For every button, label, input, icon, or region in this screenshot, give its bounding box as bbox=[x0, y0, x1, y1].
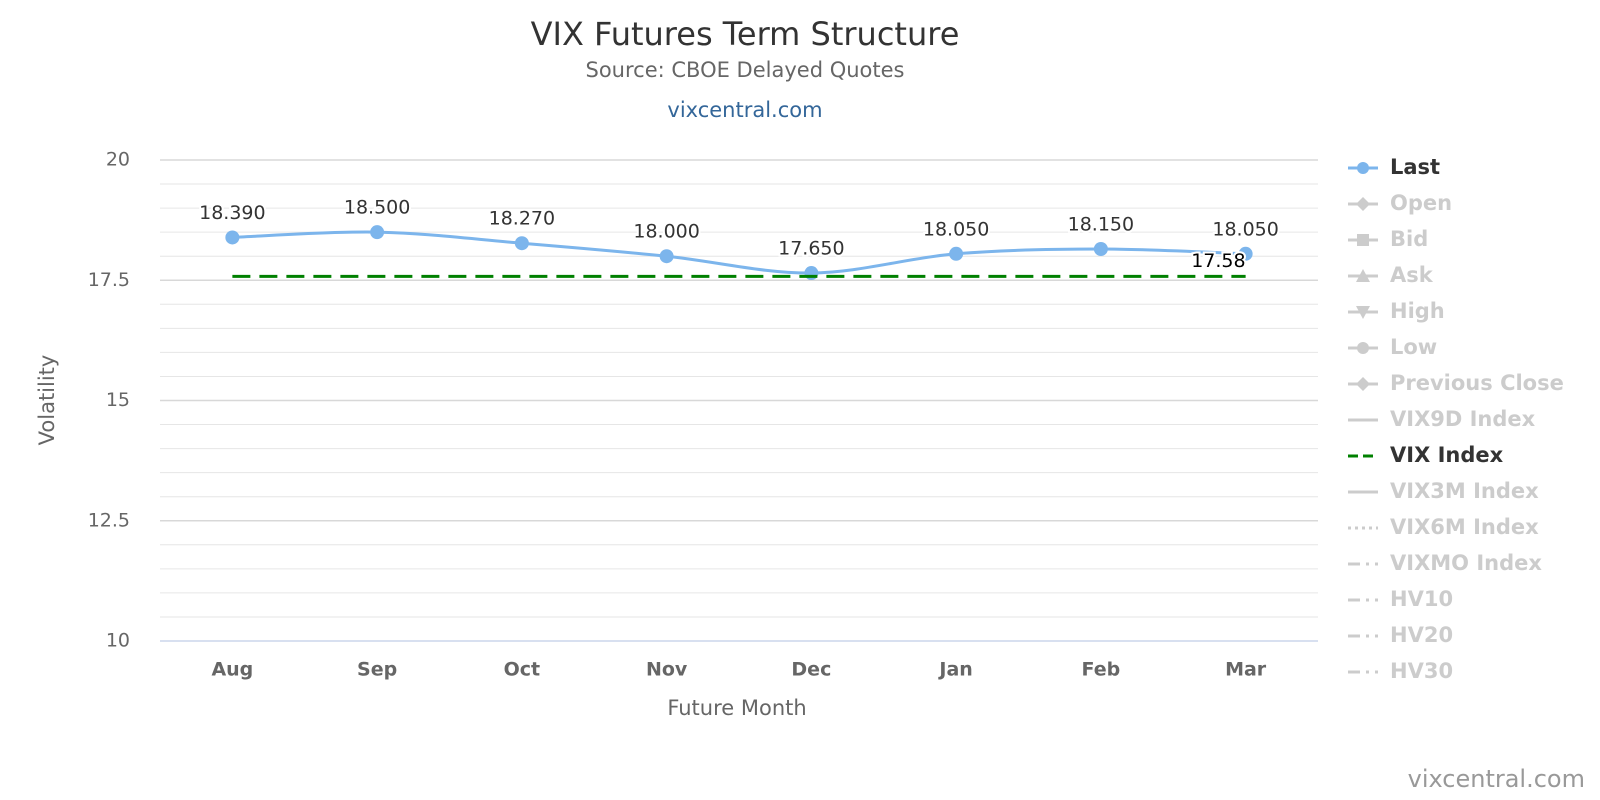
y-tick-label: 15 bbox=[106, 389, 130, 411]
legend-item[interactable]: HV20 bbox=[1348, 623, 1453, 647]
legend-symbol bbox=[1357, 342, 1369, 354]
x-tick-label: Dec bbox=[791, 659, 831, 681]
x-tick-label: Feb bbox=[1082, 659, 1121, 681]
data-point bbox=[1238, 246, 1253, 261]
legend-item[interactable]: VIXMO Index bbox=[1348, 551, 1542, 575]
legend-label: Previous Close bbox=[1390, 371, 1564, 395]
data-point bbox=[225, 230, 240, 245]
x-tick-label: Jan bbox=[937, 659, 972, 681]
data-point bbox=[949, 246, 964, 261]
legend-label: Bid bbox=[1390, 227, 1428, 251]
legend-item[interactable]: High bbox=[1348, 299, 1445, 323]
legend-label: Low bbox=[1390, 335, 1437, 359]
x-tick-label: Sep bbox=[357, 659, 397, 681]
data-label: 17.58 bbox=[1191, 250, 1245, 272]
legend-label: VIX9D Index bbox=[1390, 407, 1536, 431]
legend-label: HV30 bbox=[1390, 659, 1453, 683]
data-point bbox=[1093, 241, 1108, 256]
x-tick-label: Mar bbox=[1225, 659, 1267, 681]
data-point bbox=[659, 249, 674, 264]
legend-symbol bbox=[1356, 377, 1370, 391]
data-point bbox=[370, 225, 385, 240]
x-tick-label: Oct bbox=[504, 659, 541, 681]
data-point bbox=[804, 266, 819, 281]
legend-label: HV20 bbox=[1390, 623, 1453, 647]
series-line bbox=[232, 230, 1246, 275]
source-link[interactable]: vixcentral.com bbox=[667, 98, 822, 122]
legend-symbol bbox=[1357, 234, 1369, 246]
legend-label: High bbox=[1390, 299, 1445, 323]
legend-item[interactable]: VIX Index bbox=[1348, 443, 1504, 467]
legend-label: Ask bbox=[1390, 263, 1434, 287]
legend-label: VIX6M Index bbox=[1390, 515, 1539, 539]
y-tick-label: 12.5 bbox=[88, 509, 130, 531]
legend-label: VIXMO Index bbox=[1390, 551, 1542, 575]
data-label: 18.000 bbox=[633, 221, 699, 243]
legend-label: Open bbox=[1390, 191, 1452, 215]
credits[interactable]: vixcentral.com bbox=[1408, 765, 1585, 793]
legend-label: VIX Index bbox=[1390, 443, 1504, 467]
y-tick-label: 17.5 bbox=[88, 269, 130, 291]
data-point bbox=[514, 236, 529, 251]
legend-item[interactable]: VIX3M Index bbox=[1348, 479, 1539, 503]
legend-label: Last bbox=[1390, 155, 1440, 179]
y-tick-label: 20 bbox=[106, 149, 130, 171]
x-tick-label: Aug bbox=[211, 659, 253, 681]
legend-symbol bbox=[1356, 306, 1370, 319]
legend-item[interactable]: VIX9D Index bbox=[1348, 407, 1536, 431]
chart-title: VIX Futures Term Structure bbox=[531, 15, 960, 53]
legend-item[interactable]: Last bbox=[1348, 155, 1440, 179]
x-tick-label: Nov bbox=[646, 659, 688, 681]
legend-item[interactable]: HV10 bbox=[1348, 587, 1453, 611]
legend-item[interactable]: Bid bbox=[1348, 227, 1428, 251]
x-axis-label: Future Month bbox=[667, 696, 806, 720]
data-label: 18.270 bbox=[489, 208, 555, 230]
y-tick-label: 10 bbox=[106, 630, 130, 652]
data-label: 18.150 bbox=[1068, 213, 1134, 235]
legend-symbol bbox=[1357, 162, 1369, 174]
data-label: 18.500 bbox=[344, 197, 410, 219]
legend-item[interactable]: Ask bbox=[1348, 263, 1434, 287]
data-label: 18.050 bbox=[923, 218, 989, 240]
data-label: 18.390 bbox=[199, 202, 265, 224]
data-label: 17.650 bbox=[778, 238, 844, 260]
legend-item[interactable]: VIX6M Index bbox=[1348, 515, 1539, 539]
y-axis-label: Volatility bbox=[35, 355, 59, 446]
legend-item[interactable]: HV30 bbox=[1348, 659, 1453, 683]
legend-item[interactable]: Previous Close bbox=[1348, 371, 1564, 395]
legend-item[interactable]: Low bbox=[1348, 335, 1437, 359]
legend-label: VIX3M Index bbox=[1390, 479, 1539, 503]
legend-symbol bbox=[1356, 197, 1370, 211]
legend-label: HV10 bbox=[1390, 587, 1453, 611]
legend-item[interactable]: Open bbox=[1348, 191, 1452, 215]
chart-subtitle: Source: CBOE Delayed Quotes bbox=[586, 58, 905, 82]
data-label: 18.050 bbox=[1212, 218, 1278, 240]
legend-symbol bbox=[1356, 269, 1370, 282]
